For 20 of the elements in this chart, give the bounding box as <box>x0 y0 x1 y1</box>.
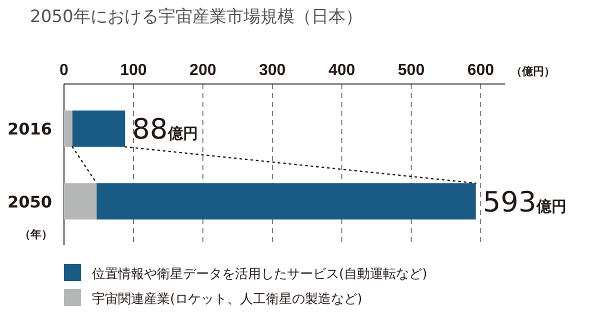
total-label: 88億円 <box>132 112 198 146</box>
y-tick-label: 2016 <box>7 120 52 139</box>
x-tick-label: 500 <box>398 62 425 79</box>
x-tick-label: 100 <box>120 62 147 79</box>
x-axis-title: （億円） <box>511 65 555 78</box>
legend-label: 位置情報や衛星データを活用したサービス(自動運転など) <box>92 267 428 282</box>
bar <box>64 183 97 220</box>
bar <box>96 183 476 220</box>
legend-label: 宇宙関連産業(ロケット、人工衛星の製造など) <box>92 291 362 307</box>
bar <box>72 110 126 147</box>
x-tick-label: 300 <box>258 62 286 79</box>
y-tick-label: 2050 <box>7 192 52 212</box>
total-label: 593億円 <box>482 185 566 218</box>
x-tick-label: 400 <box>328 62 356 79</box>
x-tick-label: 600 <box>467 62 494 79</box>
x-tick-label: 200 <box>190 62 216 79</box>
chart-title: 2050年における宇宙産業市場規模（日本） <box>30 7 362 27</box>
y-axis-title: （年） <box>20 228 52 241</box>
x-tick-label: 0 <box>60 62 69 79</box>
bar <box>64 110 72 147</box>
